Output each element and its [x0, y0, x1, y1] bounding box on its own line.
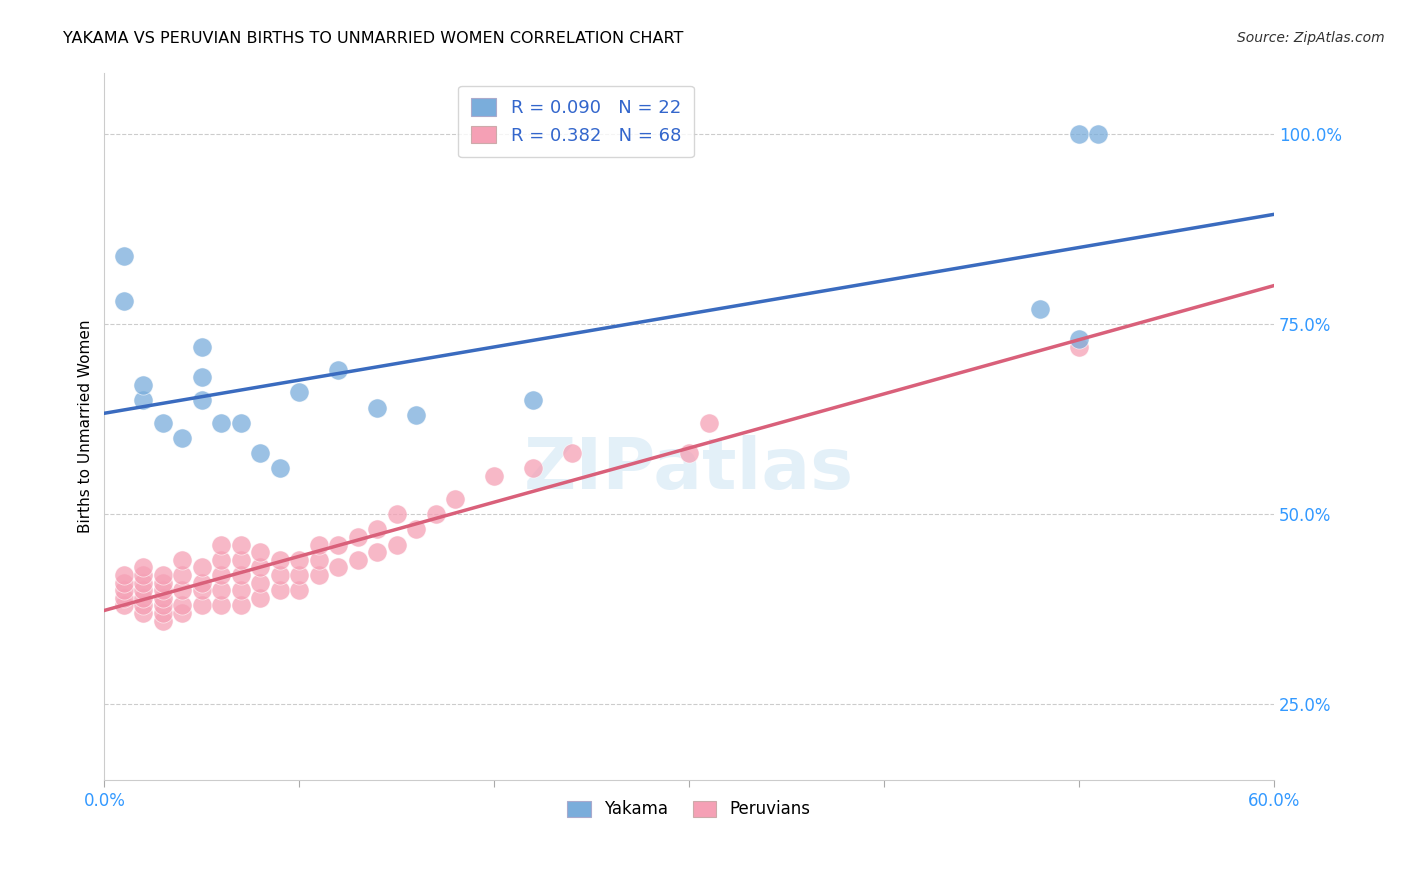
Point: [172, 568, 194, 582]
Y-axis label: Births to Unmarried Women: Births to Unmarried Women: [79, 320, 93, 533]
Point: [249, 545, 271, 559]
Point: [229, 416, 252, 430]
Point: [346, 530, 368, 544]
Point: [484, 469, 506, 483]
Point: [152, 614, 174, 628]
Point: [191, 340, 214, 354]
Point: [112, 248, 135, 262]
Point: [522, 461, 544, 475]
Point: [191, 599, 214, 613]
Point: [132, 606, 155, 620]
Point: [229, 583, 252, 598]
Point: [172, 431, 194, 445]
Point: [288, 568, 311, 582]
Point: [191, 392, 214, 407]
Point: [249, 446, 271, 460]
Point: [191, 575, 214, 590]
Point: [209, 583, 232, 598]
Point: [697, 416, 720, 430]
Point: [229, 553, 252, 567]
Point: [209, 553, 232, 567]
Point: [385, 507, 408, 521]
Point: [152, 575, 174, 590]
Point: [308, 537, 330, 551]
Point: [132, 575, 155, 590]
Point: [209, 568, 232, 582]
Point: [209, 599, 232, 613]
Point: [405, 522, 427, 536]
Point: [132, 560, 155, 574]
Point: [132, 591, 155, 605]
Point: [444, 491, 467, 506]
Point: [1029, 301, 1052, 316]
Point: [152, 599, 174, 613]
Point: [112, 591, 135, 605]
Point: [405, 409, 427, 423]
Point: [1067, 332, 1090, 346]
Point: [132, 568, 155, 582]
Point: [152, 591, 174, 605]
Point: [328, 560, 350, 574]
Point: [678, 446, 700, 460]
Point: [561, 446, 583, 460]
Text: Source: ZipAtlas.com: Source: ZipAtlas.com: [1237, 31, 1385, 45]
Point: [132, 377, 155, 392]
Point: [209, 537, 232, 551]
Point: [308, 553, 330, 567]
Point: [152, 606, 174, 620]
Point: [249, 591, 271, 605]
Point: [132, 392, 155, 407]
Point: [152, 583, 174, 598]
Point: [366, 401, 388, 415]
Point: [366, 522, 388, 536]
Point: [328, 362, 350, 376]
Point: [112, 599, 135, 613]
Point: [132, 583, 155, 598]
Point: [112, 568, 135, 582]
Point: [366, 545, 388, 559]
Point: [172, 553, 194, 567]
Point: [249, 560, 271, 574]
Text: ZIPatlas: ZIPatlas: [524, 434, 855, 504]
Point: [209, 416, 232, 430]
Point: [269, 461, 291, 475]
Point: [346, 553, 368, 567]
Point: [229, 537, 252, 551]
Point: [152, 416, 174, 430]
Point: [1067, 340, 1090, 354]
Point: [249, 575, 271, 590]
Point: [522, 392, 544, 407]
Point: [385, 537, 408, 551]
Point: [152, 568, 174, 582]
Point: [308, 568, 330, 582]
Point: [269, 553, 291, 567]
Point: [425, 507, 447, 521]
Point: [191, 583, 214, 598]
Point: [328, 537, 350, 551]
Point: [191, 370, 214, 384]
Point: [112, 575, 135, 590]
Point: [172, 606, 194, 620]
Point: [269, 568, 291, 582]
Legend: Yakama, Peruvians: Yakama, Peruvians: [561, 794, 817, 825]
Text: YAKAMA VS PERUVIAN BIRTHS TO UNMARRIED WOMEN CORRELATION CHART: YAKAMA VS PERUVIAN BIRTHS TO UNMARRIED W…: [63, 31, 683, 46]
Point: [191, 560, 214, 574]
Point: [1067, 127, 1090, 141]
Point: [288, 385, 311, 400]
Point: [112, 583, 135, 598]
Point: [229, 568, 252, 582]
Point: [172, 583, 194, 598]
Point: [288, 553, 311, 567]
Point: [229, 599, 252, 613]
Point: [1087, 127, 1109, 141]
Point: [172, 599, 194, 613]
Point: [269, 583, 291, 598]
Point: [132, 599, 155, 613]
Point: [288, 583, 311, 598]
Point: [112, 294, 135, 309]
